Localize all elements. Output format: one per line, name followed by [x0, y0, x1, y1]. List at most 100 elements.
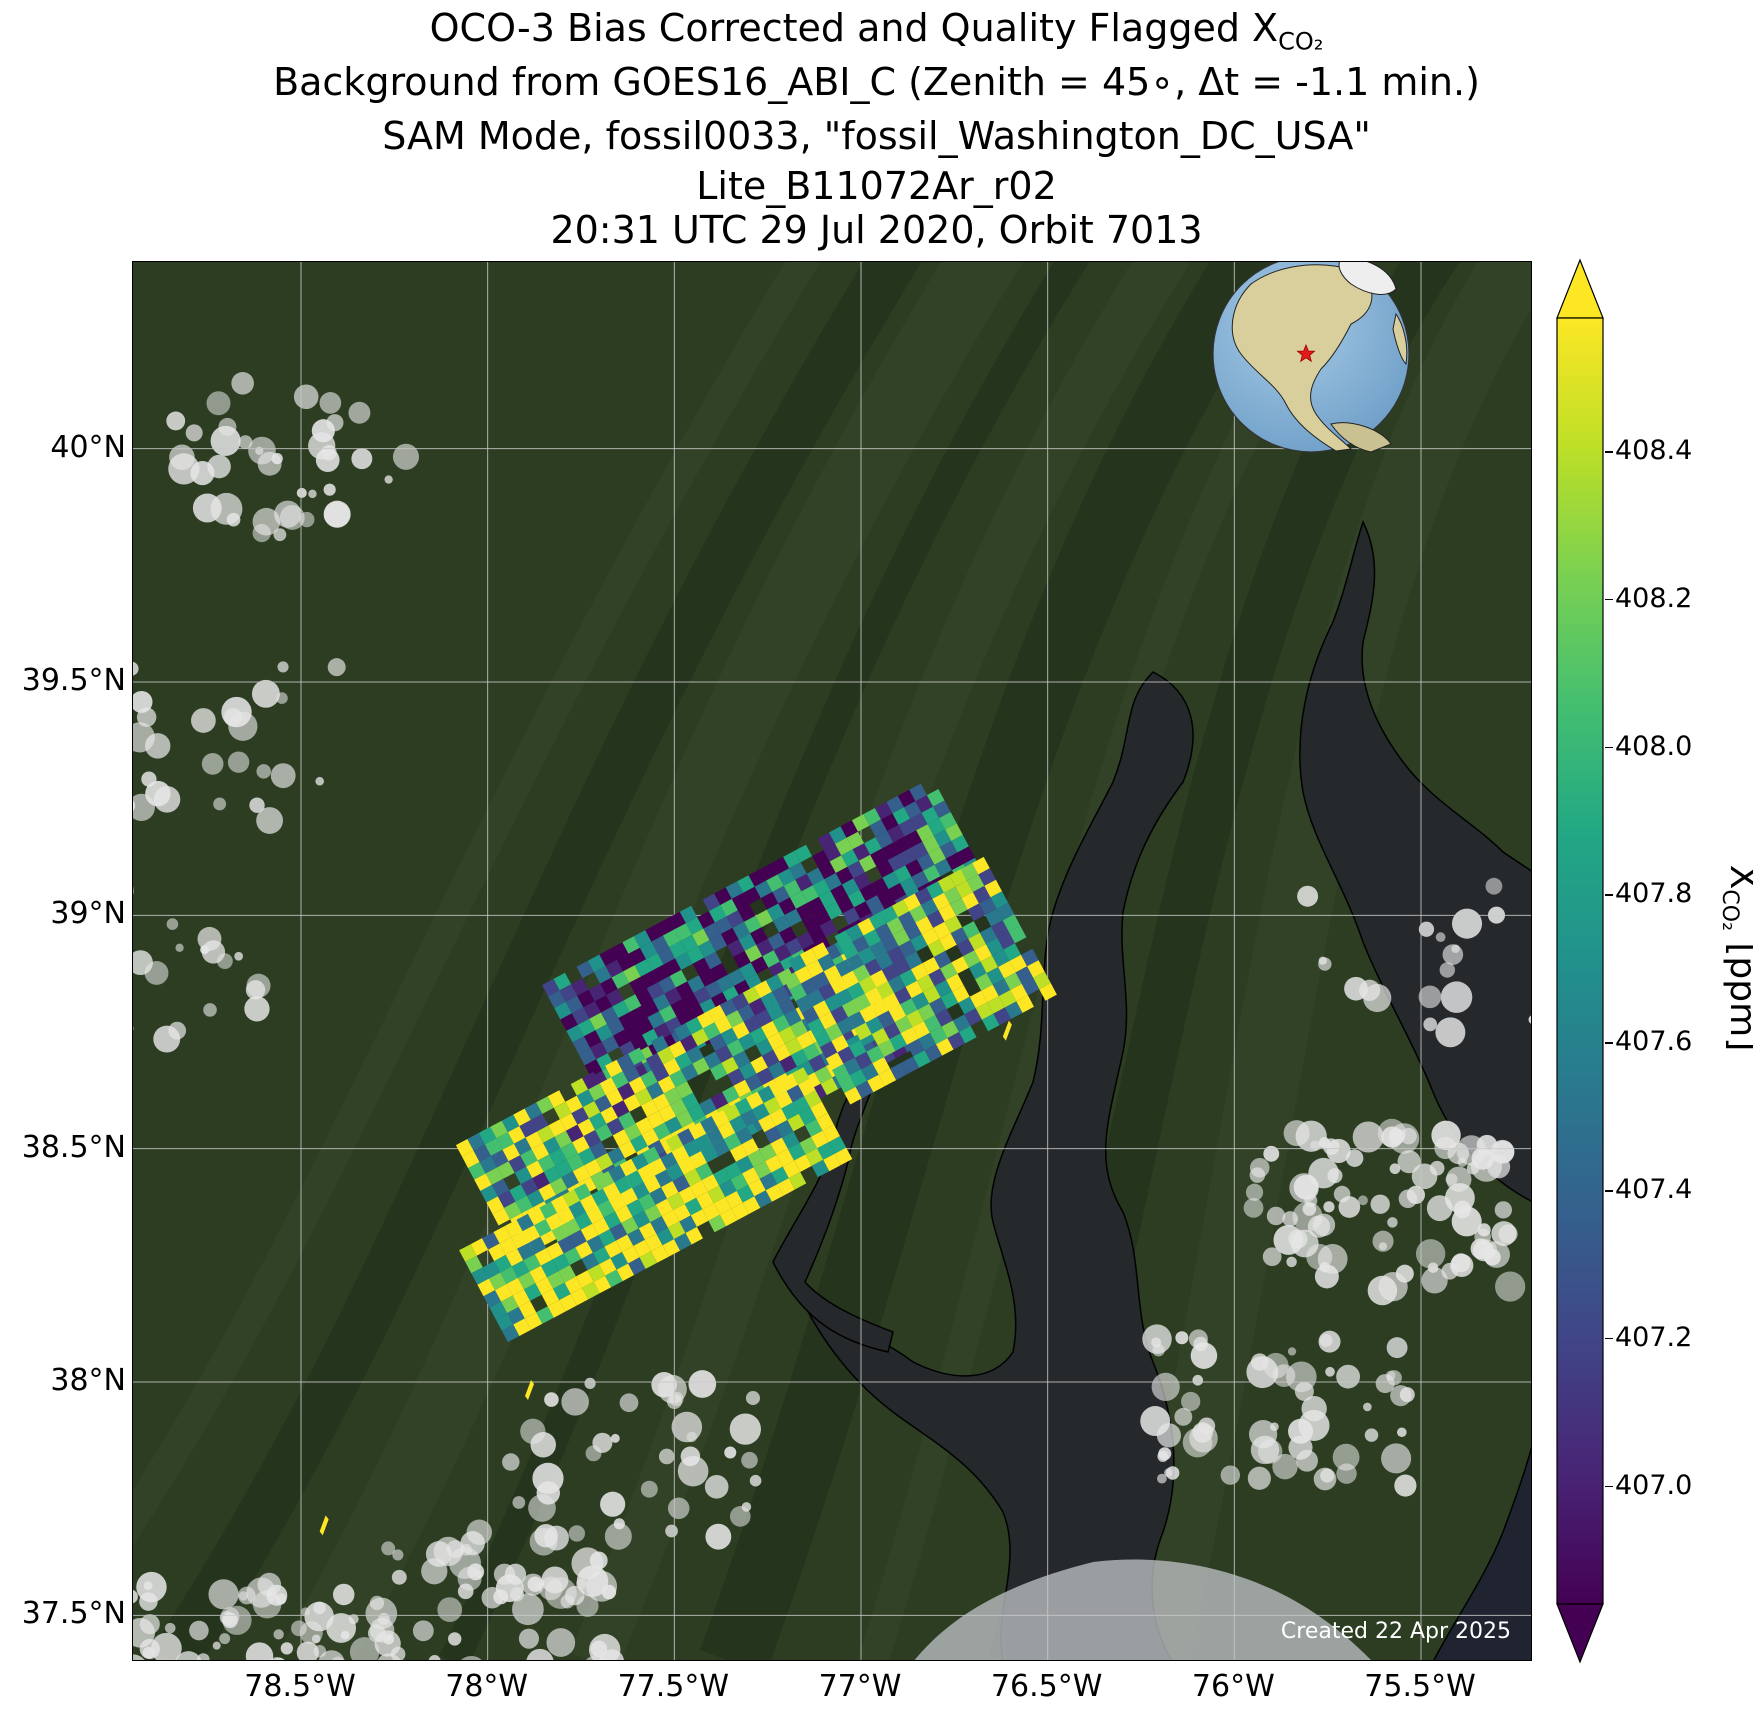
- xco2-sounding: [795, 995, 813, 1013]
- xco2-sounding: [819, 919, 838, 938]
- xco2-sounding: [810, 1101, 828, 1120]
- xco2-sounding: [653, 1122, 671, 1140]
- cloud-puff: [277, 661, 289, 673]
- xco2-sounding: [982, 1013, 1000, 1032]
- xco2-sounding: [858, 976, 877, 994]
- xco2-sounding: [527, 1207, 546, 1226]
- xco2-sounding: [523, 1254, 541, 1272]
- xco2-sounding: [760, 892, 779, 910]
- xco2-sounding: [548, 990, 566, 1008]
- xco2-sounding: [583, 1001, 601, 1019]
- xco2-sounding: [801, 1006, 820, 1025]
- cloud-puff: [1243, 1197, 1264, 1218]
- cloud-puff: [1470, 1238, 1492, 1259]
- xco2-sounding: [592, 1246, 611, 1265]
- xco2-sounding: [877, 1010, 895, 1028]
- xco2-sounding: [712, 1139, 730, 1157]
- xco2-sounding: [628, 1076, 647, 1095]
- xco2-sounding: [505, 1248, 524, 1267]
- cloud-puff: [1400, 1127, 1417, 1145]
- xco2-sounding: [635, 988, 653, 1006]
- cloud-puff: [1193, 1336, 1208, 1352]
- xco2-sounding: [710, 963, 728, 981]
- xco2-sounding: [804, 1119, 823, 1137]
- xco2-sounding: [992, 978, 1011, 997]
- cloud-puff: [1287, 1347, 1297, 1356]
- xco2-sounding: [937, 875, 956, 893]
- xco2-sounding: [865, 1016, 884, 1035]
- xco2-sounding: [899, 847, 917, 866]
- xco2-sounding: [852, 964, 871, 983]
- cloud-puff: [749, 1474, 762, 1487]
- xco2-sounding: [943, 886, 962, 905]
- xco2-sounding: [538, 1183, 556, 1202]
- xco2-sounding: [807, 1018, 826, 1036]
- xco2-sounding: [555, 1159, 573, 1178]
- cloud-puff: [412, 1620, 434, 1642]
- colorbar-max-extend: [1556, 258, 1604, 319]
- xco2-sounding: [881, 963, 900, 982]
- xco2-sounding: [563, 1247, 582, 1265]
- xco2-sounding: [569, 1229, 587, 1248]
- xco2-sounding: [646, 1081, 664, 1100]
- cloud-puff: [1364, 1428, 1379, 1442]
- xco2-sounding: [854, 901, 872, 919]
- xco2-sounding: [877, 889, 895, 907]
- xco2-sounding: [670, 1098, 688, 1117]
- xco2-sounding: [558, 1265, 576, 1283]
- xco2-sounding: [501, 1295, 519, 1314]
- xco2-sounding: [825, 1052, 844, 1070]
- cloud-puff: [534, 1524, 558, 1548]
- xco2-sounding: [891, 899, 910, 918]
- xco2-sounding: [762, 950, 780, 968]
- xco2-sounding: [669, 1069, 687, 1088]
- xco2-sounding: [553, 1101, 572, 1120]
- xco2-sounding: [621, 1216, 639, 1235]
- colorbar: [1556, 258, 1604, 1664]
- xco2-sounding: [936, 1038, 954, 1056]
- cloud-puff: [546, 1628, 576, 1657]
- xco2-sounding: [844, 1086, 862, 1105]
- xco2-sounding: [565, 1095, 583, 1114]
- globe-south-america: [1330, 422, 1392, 453]
- cloud-puff: [665, 1524, 678, 1538]
- xco2-sounding: [723, 1132, 742, 1151]
- cloud-puff: [304, 1601, 334, 1632]
- xco2-sounding: [507, 1307, 525, 1325]
- xco2-sounding: [777, 1178, 795, 1196]
- xco2-sounding: [707, 1185, 726, 1204]
- colorbar-tick-mark: [1605, 1485, 1613, 1488]
- xco2-sounding: [526, 1189, 545, 1208]
- xco2-sounding: [524, 1312, 543, 1330]
- cloud-puff: [599, 1649, 624, 1660]
- cloud-puff: [512, 1593, 544, 1626]
- xco2-sounding: [713, 1168, 731, 1186]
- xco2-sounding: [972, 856, 990, 875]
- xco2-sounding: [726, 1039, 745, 1057]
- xco2-sounding: [595, 1123, 613, 1142]
- xco2-sounding: [878, 1068, 897, 1087]
- xco2-sounding: [514, 1137, 532, 1156]
- xco2-sounding: [950, 927, 969, 945]
- xco2-sounding: [561, 1171, 579, 1189]
- xco2-sounding: [867, 1074, 885, 1093]
- cloud-puff: [326, 1613, 357, 1643]
- xco2-sounding: [632, 1210, 651, 1229]
- xco2-sounding: [744, 944, 763, 963]
- xco2-sounding: [1004, 972, 1022, 990]
- xco2-sounding: [622, 936, 640, 954]
- xco2-sounding: [539, 1201, 557, 1220]
- target-star-icon: [1296, 343, 1316, 363]
- xco2-sounding: [670, 999, 688, 1017]
- cloud-puff: [308, 489, 317, 499]
- colorbar-label-prefix: X: [1722, 865, 1753, 890]
- map-panel[interactable]: Created 22 Apr 2025: [132, 261, 1532, 1661]
- xco2-sounding: [511, 1260, 530, 1278]
- xco2-sounding: [951, 956, 969, 974]
- xco2-sounding: [683, 1139, 701, 1158]
- xco2-sounding: [639, 941, 658, 960]
- xco2-sounding: [1016, 995, 1034, 1013]
- xco2-sounding: [631, 1152, 649, 1171]
- colorbar-tick-label: 408.4: [1615, 435, 1693, 467]
- xco2-sounding: [763, 1097, 782, 1115]
